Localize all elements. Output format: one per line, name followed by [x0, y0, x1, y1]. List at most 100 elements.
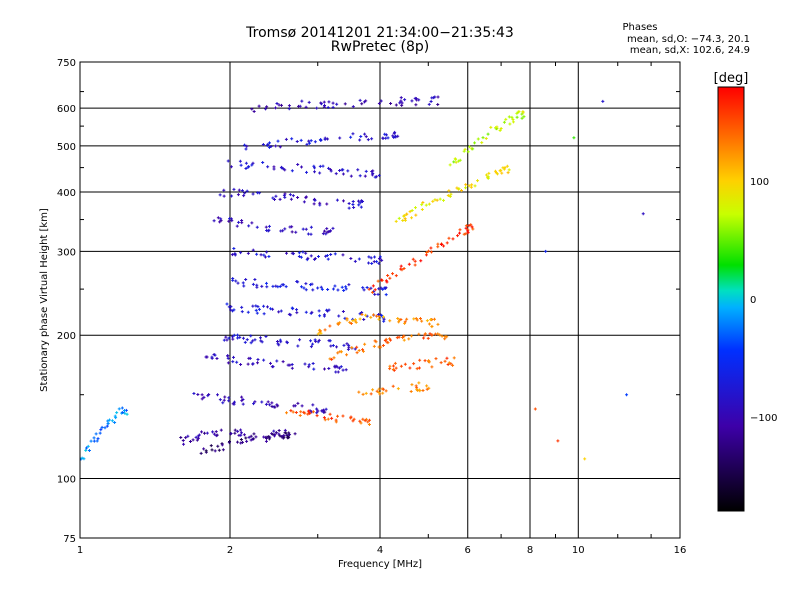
- data-point: [295, 308, 299, 312]
- data-point: [265, 105, 269, 109]
- data-point: [333, 252, 337, 256]
- data-point: [290, 230, 294, 234]
- data-point: [373, 288, 377, 292]
- data-point: [313, 257, 317, 261]
- data-point: [373, 255, 377, 259]
- data-point: [344, 285, 348, 289]
- data-point: [289, 409, 293, 413]
- data-point: [336, 414, 340, 418]
- data-point: [340, 350, 344, 354]
- data-point: [420, 203, 424, 207]
- data-point: [306, 409, 310, 413]
- data-point: [267, 228, 271, 232]
- data-point: [449, 362, 453, 366]
- data-point: [284, 137, 288, 141]
- data-point: [315, 414, 319, 418]
- data-point: [427, 360, 431, 364]
- data-point: [275, 359, 279, 363]
- data-point: [298, 338, 302, 342]
- data-point: [410, 383, 414, 387]
- data-point: [347, 283, 351, 287]
- data-point: [354, 320, 358, 324]
- data-point: [625, 393, 629, 397]
- data-point: [215, 433, 219, 437]
- data-point: [447, 236, 451, 240]
- data-point: [425, 384, 429, 388]
- data-point: [402, 267, 406, 271]
- data-point: [245, 189, 249, 193]
- data-point: [89, 439, 93, 443]
- data-point: [377, 317, 381, 321]
- data-point: [389, 338, 393, 342]
- data-point: [403, 321, 407, 325]
- data-point: [319, 101, 323, 105]
- data-point: [480, 141, 484, 145]
- data-point: [82, 457, 86, 461]
- data-point: [259, 339, 263, 343]
- data-point: [326, 417, 330, 421]
- data-point: [391, 364, 395, 368]
- data-point: [376, 279, 380, 283]
- data-point: [300, 99, 304, 103]
- data-point: [442, 198, 446, 202]
- data-point: [324, 407, 328, 411]
- data-point: [340, 168, 344, 172]
- data-point: [279, 309, 283, 313]
- data-point: [257, 104, 261, 108]
- data-point: [120, 406, 124, 410]
- data-point: [384, 136, 388, 140]
- data-point: [317, 338, 321, 342]
- data-point: [468, 145, 472, 149]
- data-point: [209, 444, 213, 448]
- data-point: [246, 165, 250, 169]
- data-point: [335, 345, 339, 349]
- data-point: [240, 310, 244, 314]
- data-point: [420, 207, 424, 211]
- data-point: [218, 398, 222, 402]
- data-point: [226, 159, 230, 163]
- data-point: [106, 419, 110, 423]
- data-point: [252, 432, 256, 436]
- data-point: [338, 136, 342, 140]
- data-point: [409, 390, 413, 394]
- data-point: [369, 315, 373, 319]
- data-point: [296, 163, 300, 167]
- data-point: [330, 357, 334, 361]
- data-point: [423, 332, 427, 336]
- data-point: [266, 305, 270, 309]
- data-point: [367, 261, 371, 265]
- data-point: [105, 424, 109, 428]
- data-point: [377, 174, 381, 178]
- data-point: [223, 395, 227, 399]
- y-tick-label: 750: [57, 58, 76, 69]
- data-point: [241, 440, 245, 444]
- data-point: [250, 221, 254, 225]
- data-point: [226, 356, 230, 360]
- data-point: [80, 456, 84, 460]
- data-point: [443, 359, 447, 363]
- data-point: [350, 346, 354, 350]
- data-point: [316, 332, 320, 336]
- data-point: [381, 136, 385, 140]
- data-point: [106, 422, 110, 426]
- data-point: [415, 367, 419, 371]
- data-point: [263, 255, 267, 259]
- data-point: [520, 112, 524, 116]
- data-point: [267, 145, 271, 149]
- y-tick-label: 600: [57, 104, 76, 115]
- data-point: [436, 245, 440, 249]
- data-point: [466, 150, 470, 154]
- data-point: [288, 193, 292, 197]
- data-point: [117, 407, 121, 411]
- data-point: [393, 361, 397, 365]
- data-point: [455, 186, 459, 190]
- data-point: [269, 144, 273, 148]
- data-point: [304, 288, 308, 292]
- data-point: [299, 255, 303, 259]
- data-point: [399, 264, 403, 268]
- data-point: [186, 434, 190, 438]
- data-point: [284, 431, 288, 435]
- data-point: [267, 435, 271, 439]
- data-point: [389, 102, 393, 106]
- data-point: [203, 431, 207, 435]
